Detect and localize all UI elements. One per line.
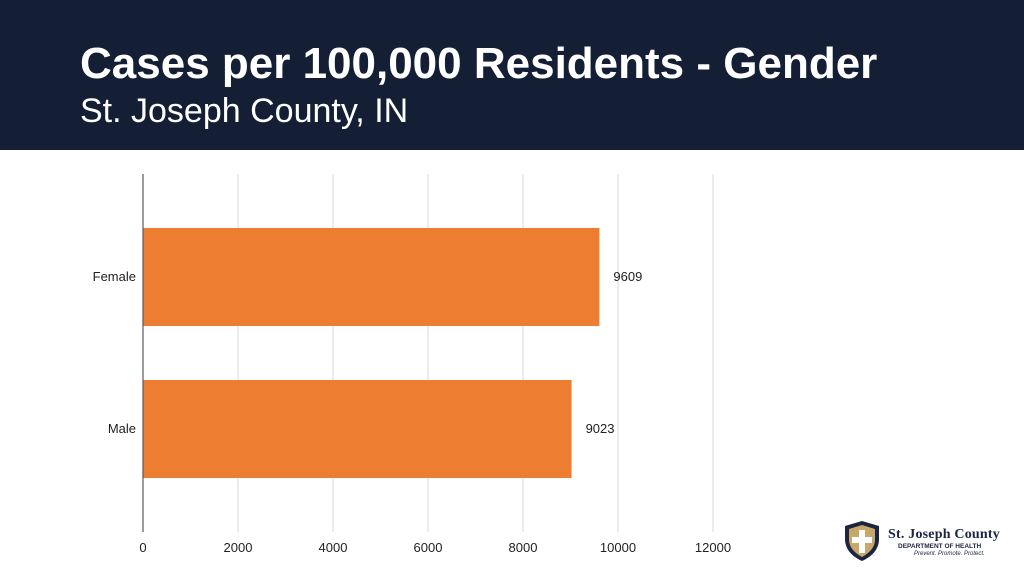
value-labels: 9609 9023: [586, 269, 643, 436]
logo-tagline: Prevent. Promote. Protect.: [914, 551, 985, 557]
category-labels: Female Male: [93, 269, 136, 436]
page-subtitle: St. Joseph County, IN: [80, 92, 409, 130]
x-tick-labels: 0 2000 4000 6000 8000 10000 12000: [139, 540, 731, 555]
gridlines: [237, 174, 714, 532]
slide-header: Cases per 100,000 Residents - Gender St.…: [0, 0, 1024, 150]
category-label-female: Female: [93, 269, 136, 284]
department-logo: St. Joseph County DEPARTMENT OF HEALTH P…: [842, 519, 1012, 563]
bar-female: [143, 228, 600, 326]
x-tick-label: 10000: [600, 540, 636, 555]
bars: [143, 228, 600, 478]
value-label-male: 9023: [586, 421, 615, 436]
bar-male: [143, 380, 572, 478]
x-tick-label: 0: [139, 540, 146, 555]
value-label-female: 9609: [613, 269, 642, 284]
x-tick-label: 6000: [414, 540, 443, 555]
page-title: Cases per 100,000 Residents - Gender: [80, 39, 878, 88]
x-tick-label: 4000: [319, 540, 348, 555]
logo-name: St. Joseph County: [888, 527, 1000, 542]
x-tick-label: 2000: [224, 540, 253, 555]
x-tick-label: 12000: [695, 540, 731, 555]
x-tick-label: 8000: [509, 540, 538, 555]
category-label-male: Male: [108, 421, 136, 436]
logo-department: DEPARTMENT OF HEALTH: [898, 543, 982, 550]
shield-cross-icon: [845, 521, 879, 561]
